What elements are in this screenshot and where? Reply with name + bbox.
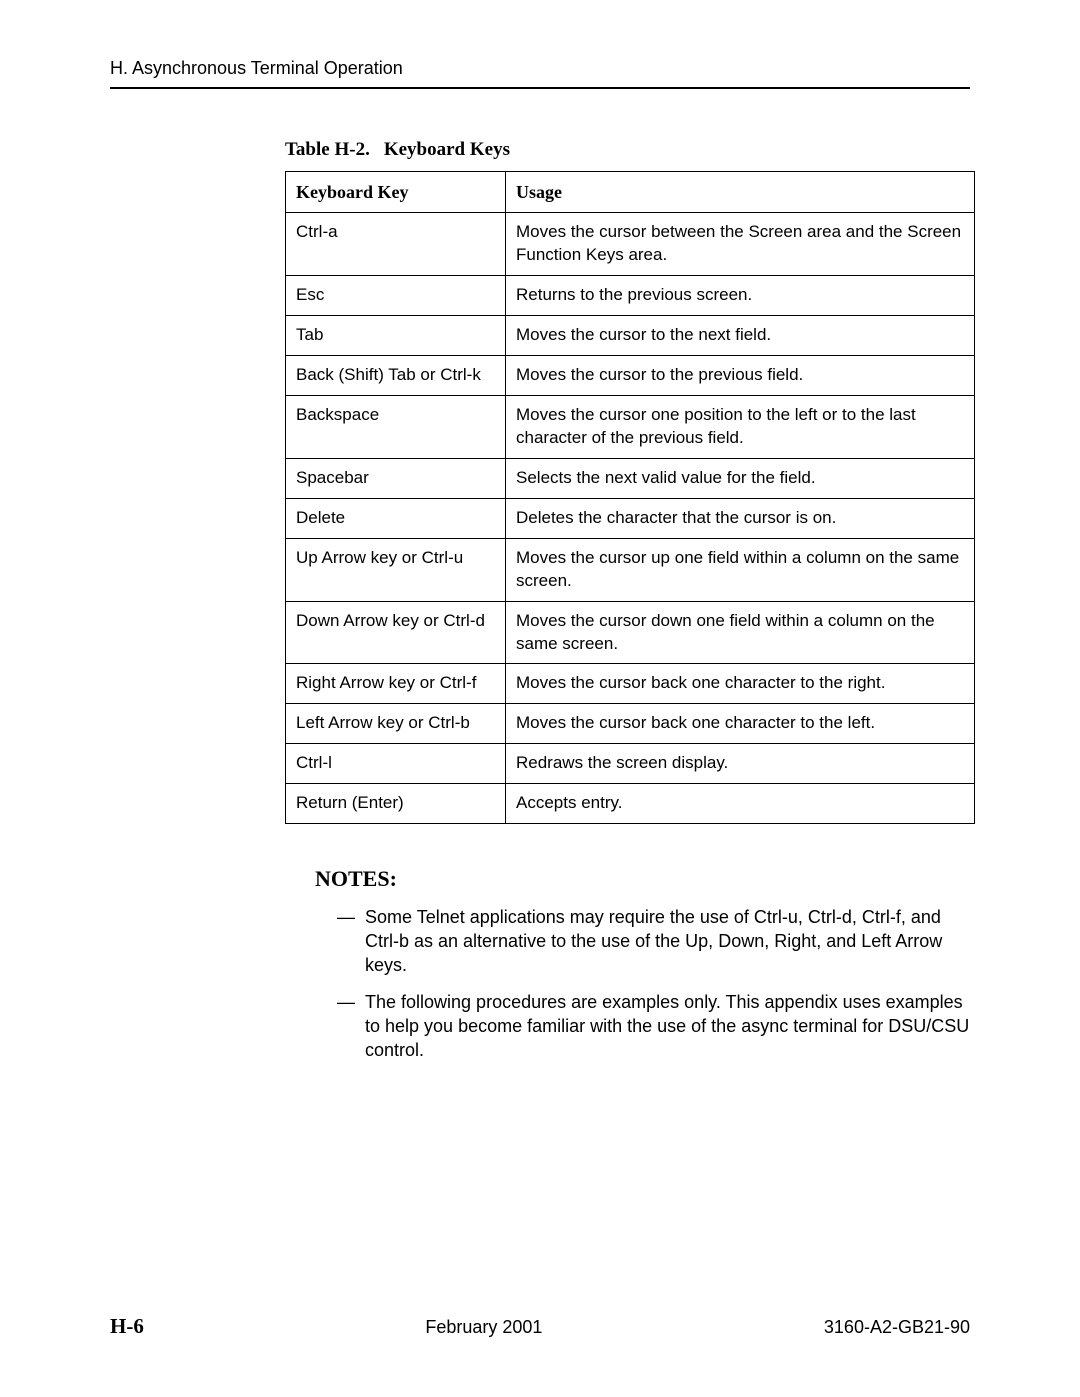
page-footer: H-6 February 2001 3160-A2-GB21-90 [110,1314,970,1339]
table-header-row: Keyboard Key Usage [286,172,975,213]
cell-key: Backspace [286,395,506,458]
page-number: H-6 [110,1314,144,1339]
cell-usage: Moves the cursor one position to the lef… [506,395,975,458]
cell-usage: Returns to the previous screen. [506,276,975,316]
table-caption: Table H-2. Keyboard Keys [285,139,975,161]
cell-key: Delete [286,498,506,538]
col-header-usage: Usage [506,172,975,213]
table-row: Back (Shift) Tab or Ctrl-kMoves the curs… [286,356,975,396]
cell-key: Down Arrow key or Ctrl-d [286,601,506,664]
cell-usage: Moves the cursor back one character to t… [506,664,975,704]
notes-list: Some Telnet applications may require the… [337,906,975,1063]
cell-key: Back (Shift) Tab or Ctrl-k [286,356,506,396]
col-header-key: Keyboard Key [286,172,506,213]
running-head: H. Asynchronous Terminal Operation [110,58,970,79]
table-row: SpacebarSelects the next valid value for… [286,458,975,498]
cell-key: Ctrl-l [286,744,506,784]
table-row: Right Arrow key or Ctrl-fMoves the curso… [286,664,975,704]
cell-key: Right Arrow key or Ctrl-f [286,664,506,704]
page: H. Asynchronous Terminal Operation Table… [0,0,1080,1397]
list-item: Some Telnet applications may require the… [337,906,975,977]
cell-usage: Accepts entry. [506,784,975,824]
cell-key: Spacebar [286,458,506,498]
cell-usage: Deletes the character that the cursor is… [506,498,975,538]
table-row: Return (Enter)Accepts entry. [286,784,975,824]
table-row: Up Arrow key or Ctrl-uMoves the cursor u… [286,538,975,601]
cell-usage: Selects the next valid value for the fie… [506,458,975,498]
footer-date: February 2001 [425,1317,542,1338]
cell-key: Tab [286,316,506,356]
cell-key: Left Arrow key or Ctrl-b [286,704,506,744]
table-row: Ctrl-aMoves the cursor between the Scree… [286,213,975,276]
list-item: The following procedures are examples on… [337,991,975,1062]
cell-key: Ctrl-a [286,213,506,276]
cell-usage: Moves the cursor back one character to t… [506,704,975,744]
footer-doc-id: 3160-A2-GB21-90 [824,1317,970,1338]
table-row: Left Arrow key or Ctrl-bMoves the cursor… [286,704,975,744]
caption-title: Keyboard Keys [384,139,510,160]
content-block: Table H-2. Keyboard Keys Keyboard Key Usa… [285,139,975,1063]
table-row: BackspaceMoves the cursor one position t… [286,395,975,458]
cell-usage: Moves the cursor up one field within a c… [506,538,975,601]
cell-usage: Redraws the screen display. [506,744,975,784]
cell-key: Esc [286,276,506,316]
table-row: TabMoves the cursor to the next field. [286,316,975,356]
header-rule [110,87,970,89]
cell-usage: Moves the cursor down one field within a… [506,601,975,664]
keyboard-keys-table: Keyboard Key Usage Ctrl-aMoves the curso… [285,171,975,824]
table-row: DeleteDeletes the character that the cur… [286,498,975,538]
cell-key: Return (Enter) [286,784,506,824]
cell-usage: Moves the cursor to the next field. [506,316,975,356]
notes-heading: NOTES: [315,866,975,892]
cell-key: Up Arrow key or Ctrl-u [286,538,506,601]
table-row: EscReturns to the previous screen. [286,276,975,316]
caption-prefix: Table H-2. [285,139,370,160]
table-row: Down Arrow key or Ctrl-dMoves the cursor… [286,601,975,664]
cell-usage: Moves the cursor to the previous field. [506,356,975,396]
cell-usage: Moves the cursor between the Screen area… [506,213,975,276]
table-row: Ctrl-lRedraws the screen display. [286,744,975,784]
